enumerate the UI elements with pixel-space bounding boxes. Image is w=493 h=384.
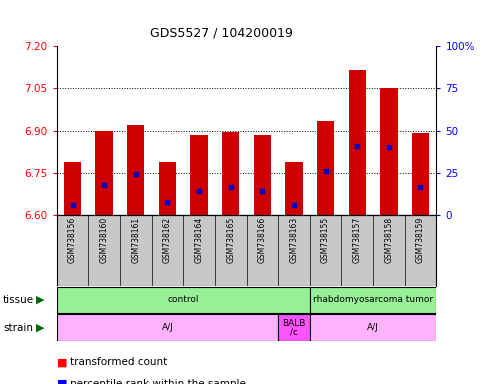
Text: GSM738163: GSM738163	[289, 217, 298, 263]
Bar	[278, 314, 310, 341]
Text: GSM738164: GSM738164	[195, 217, 204, 263]
Text: ■: ■	[57, 379, 67, 384]
Bar	[57, 286, 310, 313]
Bar	[159, 162, 176, 215]
Text: GSM738166: GSM738166	[258, 217, 267, 263]
Bar	[380, 88, 397, 215]
Text: GDS5527 / 104200019: GDS5527 / 104200019	[150, 27, 293, 40]
Bar	[64, 162, 81, 215]
Bar	[310, 286, 436, 313]
Bar	[317, 121, 334, 215]
Text: GSM738155: GSM738155	[321, 217, 330, 263]
Text: strain: strain	[3, 323, 34, 333]
Text: transformed count: transformed count	[70, 358, 168, 367]
Text: ■: ■	[57, 358, 67, 367]
Text: tissue: tissue	[2, 295, 34, 305]
Bar	[349, 70, 366, 215]
Bar	[127, 125, 144, 215]
Text: GSM738162: GSM738162	[163, 217, 172, 263]
Bar	[57, 314, 278, 341]
Text: ▶: ▶	[36, 295, 44, 305]
Text: A/J: A/J	[367, 323, 379, 332]
Text: A/J: A/J	[162, 323, 174, 332]
Bar	[190, 135, 208, 215]
Bar	[253, 135, 271, 215]
Text: GSM738160: GSM738160	[100, 217, 108, 263]
Text: GSM738156: GSM738156	[68, 217, 77, 263]
Text: GSM738158: GSM738158	[385, 217, 393, 263]
Text: control: control	[168, 295, 199, 305]
Bar	[310, 314, 436, 341]
Text: GSM738157: GSM738157	[352, 217, 362, 263]
Text: GSM738165: GSM738165	[226, 217, 235, 263]
Text: percentile rank within the sample: percentile rank within the sample	[70, 379, 246, 384]
Text: GSM738159: GSM738159	[416, 217, 425, 263]
Bar	[222, 132, 240, 215]
Bar	[285, 162, 303, 215]
Bar	[96, 131, 113, 215]
Bar	[412, 133, 429, 215]
Text: BALB
/c: BALB /c	[282, 319, 306, 336]
Text: rhabdomyosarcoma tumor: rhabdomyosarcoma tumor	[313, 295, 433, 305]
Text: GSM738161: GSM738161	[131, 217, 141, 263]
Text: ▶: ▶	[36, 323, 44, 333]
